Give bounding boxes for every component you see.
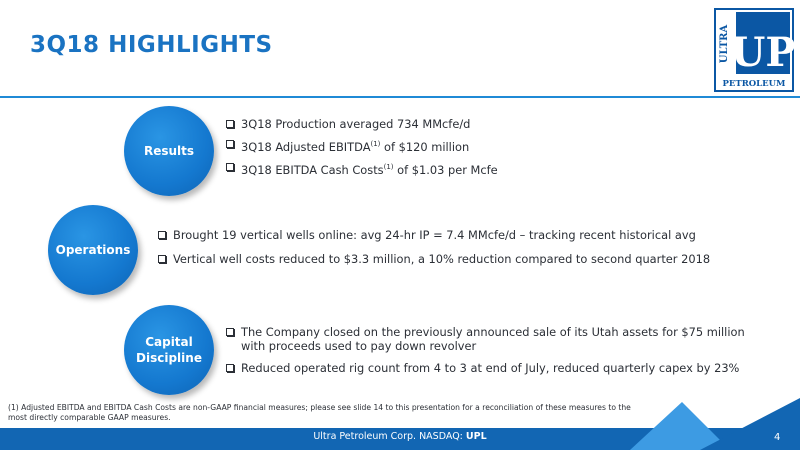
operations-bullet-list: Brought 19 vertical wells online: avg 24… — [158, 228, 710, 272]
results-circle: Results — [124, 106, 214, 196]
checkbox-bullet-icon — [226, 364, 234, 372]
list-item: 3Q18 Production averaged 734 MMcfe/d — [226, 117, 498, 131]
capital-discipline-label: Capital Discipline — [136, 335, 202, 365]
footer-bar — [0, 428, 800, 450]
checkbox-bullet-icon — [226, 120, 234, 128]
ultra-petroleum-logo: ULTRA UP PETROLEUM — [714, 8, 794, 92]
header-divider — [0, 96, 800, 98]
results-label: Results — [143, 144, 195, 158]
slide-title: 3Q18 HIGHLIGHTS — [30, 32, 273, 58]
capital-discipline-bullet-list: The Company closed on the previously ann… — [226, 325, 771, 381]
footnote: (1) Adjusted EBITDA and EBITDA Cash Cost… — [8, 403, 631, 422]
operations-circle: Operations — [48, 205, 138, 295]
list-item: Brought 19 vertical wells online: avg 24… — [158, 228, 710, 242]
operations-label: Operations — [55, 243, 131, 257]
list-item: Vertical well costs reduced to $3.3 mill… — [158, 252, 710, 266]
checkbox-bullet-icon — [226, 163, 234, 171]
logo-initials: UP — [731, 29, 794, 76]
list-item: Reduced operated rig count from 4 to 3 a… — [226, 361, 771, 375]
logo-word-top: ULTRA — [719, 25, 730, 64]
ticker: UPL — [465, 431, 487, 442]
footer-text: Ultra Petroleum Corp. NASDAQ: UPL — [313, 431, 487, 442]
checkbox-bullet-icon — [158, 231, 166, 239]
checkbox-bullet-icon — [226, 140, 234, 148]
footer-accent-shape — [630, 398, 800, 450]
list-item: 3Q18 Adjusted EBITDA(1) of $120 million — [226, 137, 498, 154]
logo-word-bottom: PETROLEUM — [723, 79, 787, 89]
checkbox-bullet-icon — [158, 255, 166, 263]
capital-discipline-circle: Capital Discipline — [124, 305, 214, 395]
checkbox-bullet-icon — [226, 328, 234, 336]
list-item: 3Q18 EBITDA Cash Costs(1) of $1.03 per M… — [226, 160, 498, 177]
results-bullet-list: 3Q18 Production averaged 734 MMcfe/d 3Q1… — [226, 117, 498, 183]
list-item: The Company closed on the previously ann… — [226, 325, 771, 353]
page-number: 4 — [774, 432, 781, 443]
